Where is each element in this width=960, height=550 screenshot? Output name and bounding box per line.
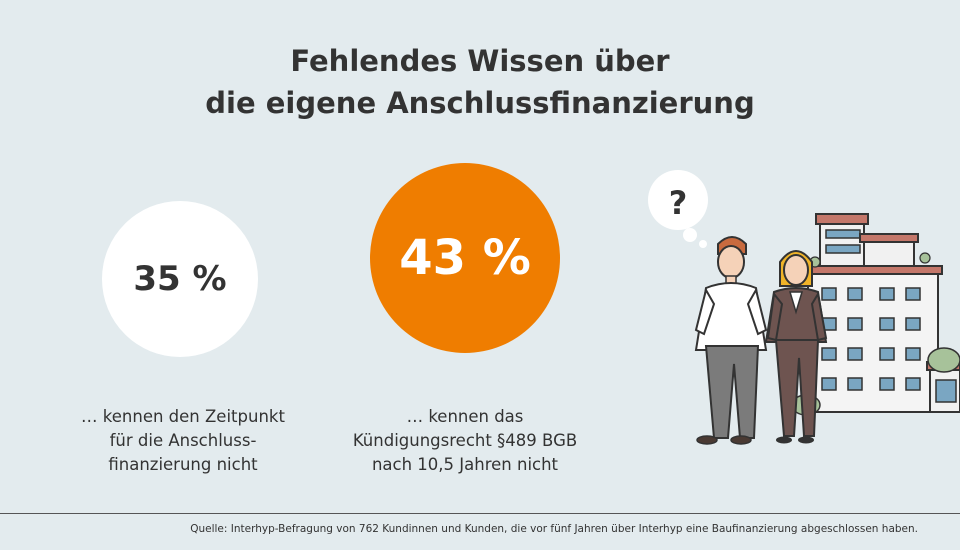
caption-35-line-1: … kennen den Zeitpunkt [81, 407, 285, 426]
footer-divider [0, 513, 960, 514]
caption-35-line-3: finanzierung nicht [108, 455, 258, 474]
question-mark-icon: ? [669, 184, 688, 222]
page-title: Fehlendes Wissen über die eigene Anschlu… [0, 40, 960, 124]
stat-value-43: 43 % [399, 230, 531, 286]
man-icon [694, 236, 768, 445]
stat-value-35: 35 % [133, 259, 227, 299]
stat-circle-43: 43 % [370, 163, 560, 353]
stat-caption-43: … kennen das Kündigungsrecht §489 BGB na… [330, 405, 600, 477]
stat-caption-35: … kennen den Zeitpunkt für die Anschluss… [58, 405, 308, 477]
title-line-2: die eigene Anschlussfinanzierung [205, 86, 755, 120]
people-building-illustration: ? [648, 170, 960, 445]
caption-35-line-2: für die Anschluss- [109, 431, 257, 450]
title-line-1: Fehlendes Wissen über [290, 44, 670, 78]
caption-43-line-2: Kündigungsrecht §489 BGB [352, 431, 578, 450]
stat-circle-35: 35 % [102, 201, 258, 357]
thought-bubble: ? [648, 170, 708, 248]
building-icon [791, 213, 960, 416]
caption-43-line-3: nach 10,5 Jahren nicht [371, 455, 559, 474]
woman-icon [764, 250, 828, 444]
source-note: Quelle: Interhyp-Befragung von 762 Kundi… [190, 523, 918, 535]
caption-43-line-1: … kennen das [406, 407, 524, 426]
